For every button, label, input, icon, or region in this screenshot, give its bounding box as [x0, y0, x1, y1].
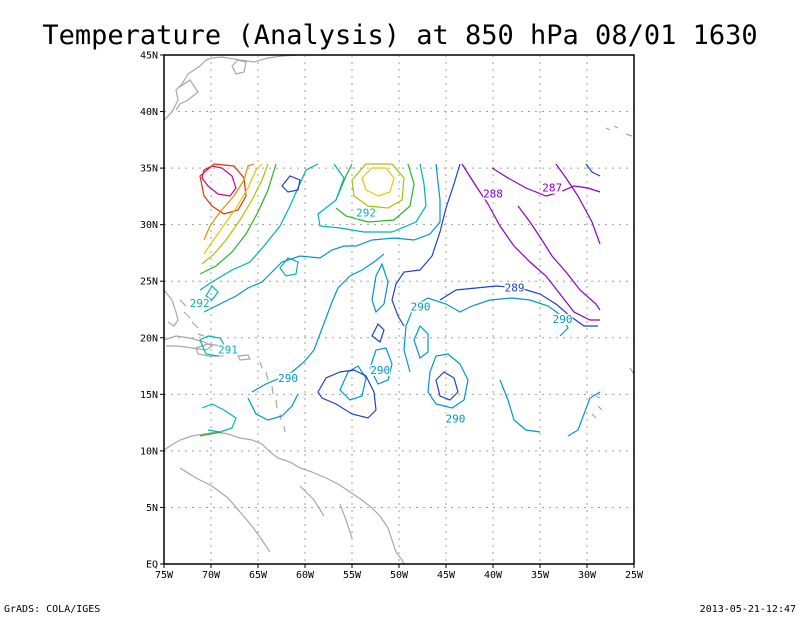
- contour-line: [435, 371, 459, 401]
- contour-line: [371, 322, 385, 343]
- map-plot-area: 292 288 287 289 290 290 292 291 290 290 290 EQ 5N 10…: [140, 51, 644, 582]
- temperature-contours: [199, 163, 601, 437]
- contour-line: [351, 163, 405, 209]
- contour-line: [439, 285, 598, 327]
- footer-credit: GrADS: COLA/IGES: [4, 604, 100, 615]
- contour-line: [281, 175, 301, 193]
- contour-line: [205, 285, 219, 301]
- contour-label-backdrop: [278, 372, 299, 384]
- lat-tick-label: 35N: [140, 164, 158, 175]
- contour-label-backdrop: [370, 364, 391, 376]
- lat-tick-label: 40N: [140, 107, 158, 118]
- contour-label-backdrop: [483, 188, 503, 200]
- contour-line: [517, 205, 601, 311]
- contour-line: [555, 163, 601, 245]
- coastline-north-america: [163, 54, 299, 121]
- contour-line: [317, 369, 377, 419]
- map-title: Temperature (Analysis) at 850 hPa 08/01 …: [42, 20, 757, 51]
- contour-line: [413, 324, 429, 359]
- contour-value-label: 288: [483, 187, 503, 200]
- contour-line: [279, 257, 299, 277]
- contour-label-backdrop: [189, 298, 210, 310]
- contour-line: [369, 347, 393, 385]
- coastline-azores-islands: [605, 125, 633, 137]
- lon-tick-label: 40W: [484, 570, 503, 581]
- contour-line: [391, 163, 461, 327]
- coastline-south-america: [163, 431, 405, 565]
- contour-label-backdrop: [217, 344, 238, 356]
- coastline-cuba: [163, 335, 214, 351]
- coastline-venezuela-inland: [179, 467, 353, 553]
- contour-line: [499, 379, 541, 433]
- contour-line: [203, 163, 263, 255]
- contour-label-backdrop: [356, 207, 377, 219]
- coastline-cape-verde: [591, 395, 603, 419]
- lon-tick-label: 45W: [437, 570, 456, 581]
- lon-tick-label: 55W: [343, 570, 362, 581]
- contour-line: [427, 353, 469, 409]
- contour-line: [199, 431, 223, 437]
- lat-tick-label: 30N: [140, 220, 158, 231]
- contour-line: [201, 163, 269, 265]
- contour-value-label: 290: [445, 412, 465, 425]
- contour-value-label: 290: [553, 313, 573, 326]
- coastline-newfoundland: [231, 59, 247, 75]
- coastline-lesser-antilles: [259, 361, 286, 433]
- contour-label-backdrop: [445, 413, 466, 425]
- contour-value-label: 292: [190, 297, 210, 310]
- contour-line: [491, 167, 601, 197]
- lon-tick-label: 70W: [202, 570, 221, 581]
- contour-line: [203, 163, 441, 313]
- lon-tick-label: 75W: [155, 570, 174, 581]
- coastline-nova-scotia: [175, 79, 199, 111]
- contour-value-label: 290: [278, 372, 298, 385]
- contour-value-label: 289: [505, 281, 525, 294]
- contour-value-label: 292: [356, 207, 376, 220]
- contour-line: [403, 297, 569, 373]
- contour-line: [199, 163, 427, 291]
- contour-value-label: 291: [218, 343, 238, 356]
- latitude-axis: EQ 5N 10N 15N 20N 25N 30N 35N 40N 45N: [140, 51, 164, 571]
- lon-tick-label: 60W: [296, 570, 315, 581]
- lon-tick-label: 25W: [625, 570, 644, 581]
- lon-tick-label: 35W: [531, 570, 550, 581]
- lat-tick-label: 5N: [146, 503, 158, 514]
- lat-tick-label: EQ: [146, 560, 158, 571]
- contour-line: [201, 165, 237, 197]
- coastline-florida: [163, 289, 179, 327]
- contour-line: [199, 163, 277, 275]
- contour-label-backdrop: [552, 313, 573, 325]
- contour-line: [567, 391, 601, 437]
- contour-label-backdrop: [542, 182, 563, 194]
- contour-value-label: 290: [411, 301, 431, 314]
- contour-line: [339, 365, 367, 401]
- coastline-puerto-rico: [237, 354, 251, 361]
- contour-line: [361, 167, 395, 197]
- map-background: [164, 55, 634, 564]
- lon-tick-label: 50W: [390, 570, 409, 581]
- contour-line: [203, 163, 255, 241]
- longitude-axis: 75W 70W 65W 60W 55W 50W 45W 40W 35W 30W 25W: [155, 564, 644, 581]
- coastline-bahamas: [179, 299, 205, 337]
- contour-line: [201, 403, 237, 433]
- lat-tick-label: 25N: [140, 277, 158, 288]
- contour-labels: 292 288 287 289 290 290 292 291 290 290 290: [189, 182, 573, 425]
- lat-tick-label: 15N: [140, 390, 158, 401]
- contour-line: [371, 262, 389, 314]
- lat-tick-label: 10N: [140, 446, 158, 457]
- lon-tick-label: 65W: [249, 570, 268, 581]
- lon-tick-label: 30W: [578, 570, 597, 581]
- footer-timestamp: 2013-05-21-12:47: [700, 604, 796, 615]
- contour-value-label: 287: [542, 182, 562, 195]
- gridlines: [164, 55, 634, 564]
- contour-value-label: 290: [370, 364, 390, 377]
- contour-line: [247, 393, 299, 421]
- contour-label-backdrop: [410, 301, 431, 313]
- contour-line: [199, 163, 247, 215]
- contour-line: [585, 163, 601, 177]
- contour-label-backdrop: [504, 282, 525, 294]
- lat-tick-label: 20N: [140, 333, 158, 344]
- lat-tick-label: 45N: [140, 51, 158, 62]
